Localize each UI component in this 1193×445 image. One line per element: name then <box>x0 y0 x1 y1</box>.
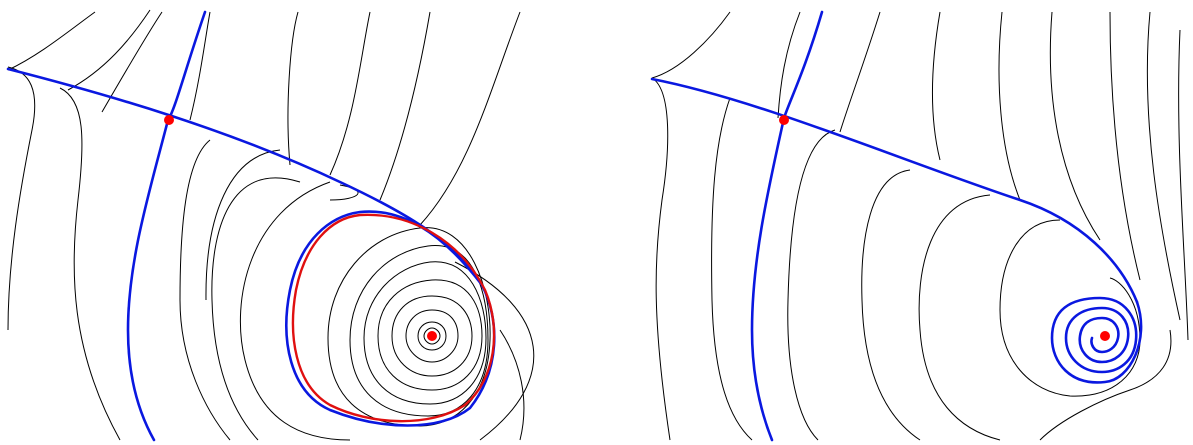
flow-line <box>205 149 281 301</box>
flow-line <box>7 11 96 71</box>
manifolds-left <box>6 10 496 442</box>
flow-line <box>101 11 163 113</box>
unstable-manifold <box>6 67 484 287</box>
flow-line <box>787 129 836 441</box>
flow-line <box>1146 11 1181 321</box>
manifolds-right <box>650 10 1143 442</box>
stable-manifold <box>126 10 207 442</box>
flow-line <box>1049 11 1101 241</box>
limit-cycle <box>291 213 496 423</box>
flow-line <box>1178 29 1189 341</box>
flow-line <box>287 11 299 166</box>
flow-line <box>239 181 351 441</box>
focus-point <box>427 331 437 341</box>
saddle-point <box>164 115 174 125</box>
flow-line <box>211 177 301 441</box>
orbit <box>417 321 447 351</box>
flow-line <box>1109 11 1141 281</box>
orbit <box>377 279 483 391</box>
flow-line <box>1039 329 1172 441</box>
flow-line <box>7 66 36 331</box>
flow-line <box>189 11 211 121</box>
flow-line <box>861 169 921 441</box>
manifold-around-cycle <box>285 210 496 427</box>
flow-line <box>499 329 525 441</box>
flow-line <box>419 11 521 226</box>
flow-line <box>379 11 431 201</box>
orbit <box>349 245 489 417</box>
flow-line <box>67 9 151 91</box>
flow-line <box>454 261 535 441</box>
flow-line <box>777 11 801 119</box>
flow-line <box>651 11 731 79</box>
unstable-manifold <box>650 77 1139 304</box>
focus-point <box>1100 331 1110 341</box>
phase-portrait-right <box>650 10 1189 442</box>
flow-line <box>999 219 1141 397</box>
phase-portrait-left <box>6 9 535 442</box>
stable-manifold <box>750 10 824 442</box>
orbit <box>363 261 487 405</box>
orbit <box>405 309 459 363</box>
flow-line <box>998 11 1021 201</box>
orbit <box>423 327 441 345</box>
flow-line <box>932 11 941 161</box>
flow-line <box>651 77 671 441</box>
flow-line <box>711 97 753 441</box>
flow-line <box>839 11 881 133</box>
orbit <box>391 295 473 377</box>
saddle-point <box>779 115 789 125</box>
orbit <box>327 227 491 427</box>
flow-line <box>59 87 121 441</box>
flow-line <box>918 194 1001 441</box>
flow-line <box>329 11 371 176</box>
flow-line <box>179 139 231 441</box>
spiral-manifold <box>1050 296 1143 384</box>
flow-lines-left <box>7 9 535 441</box>
flow-lines-right <box>651 11 1189 441</box>
